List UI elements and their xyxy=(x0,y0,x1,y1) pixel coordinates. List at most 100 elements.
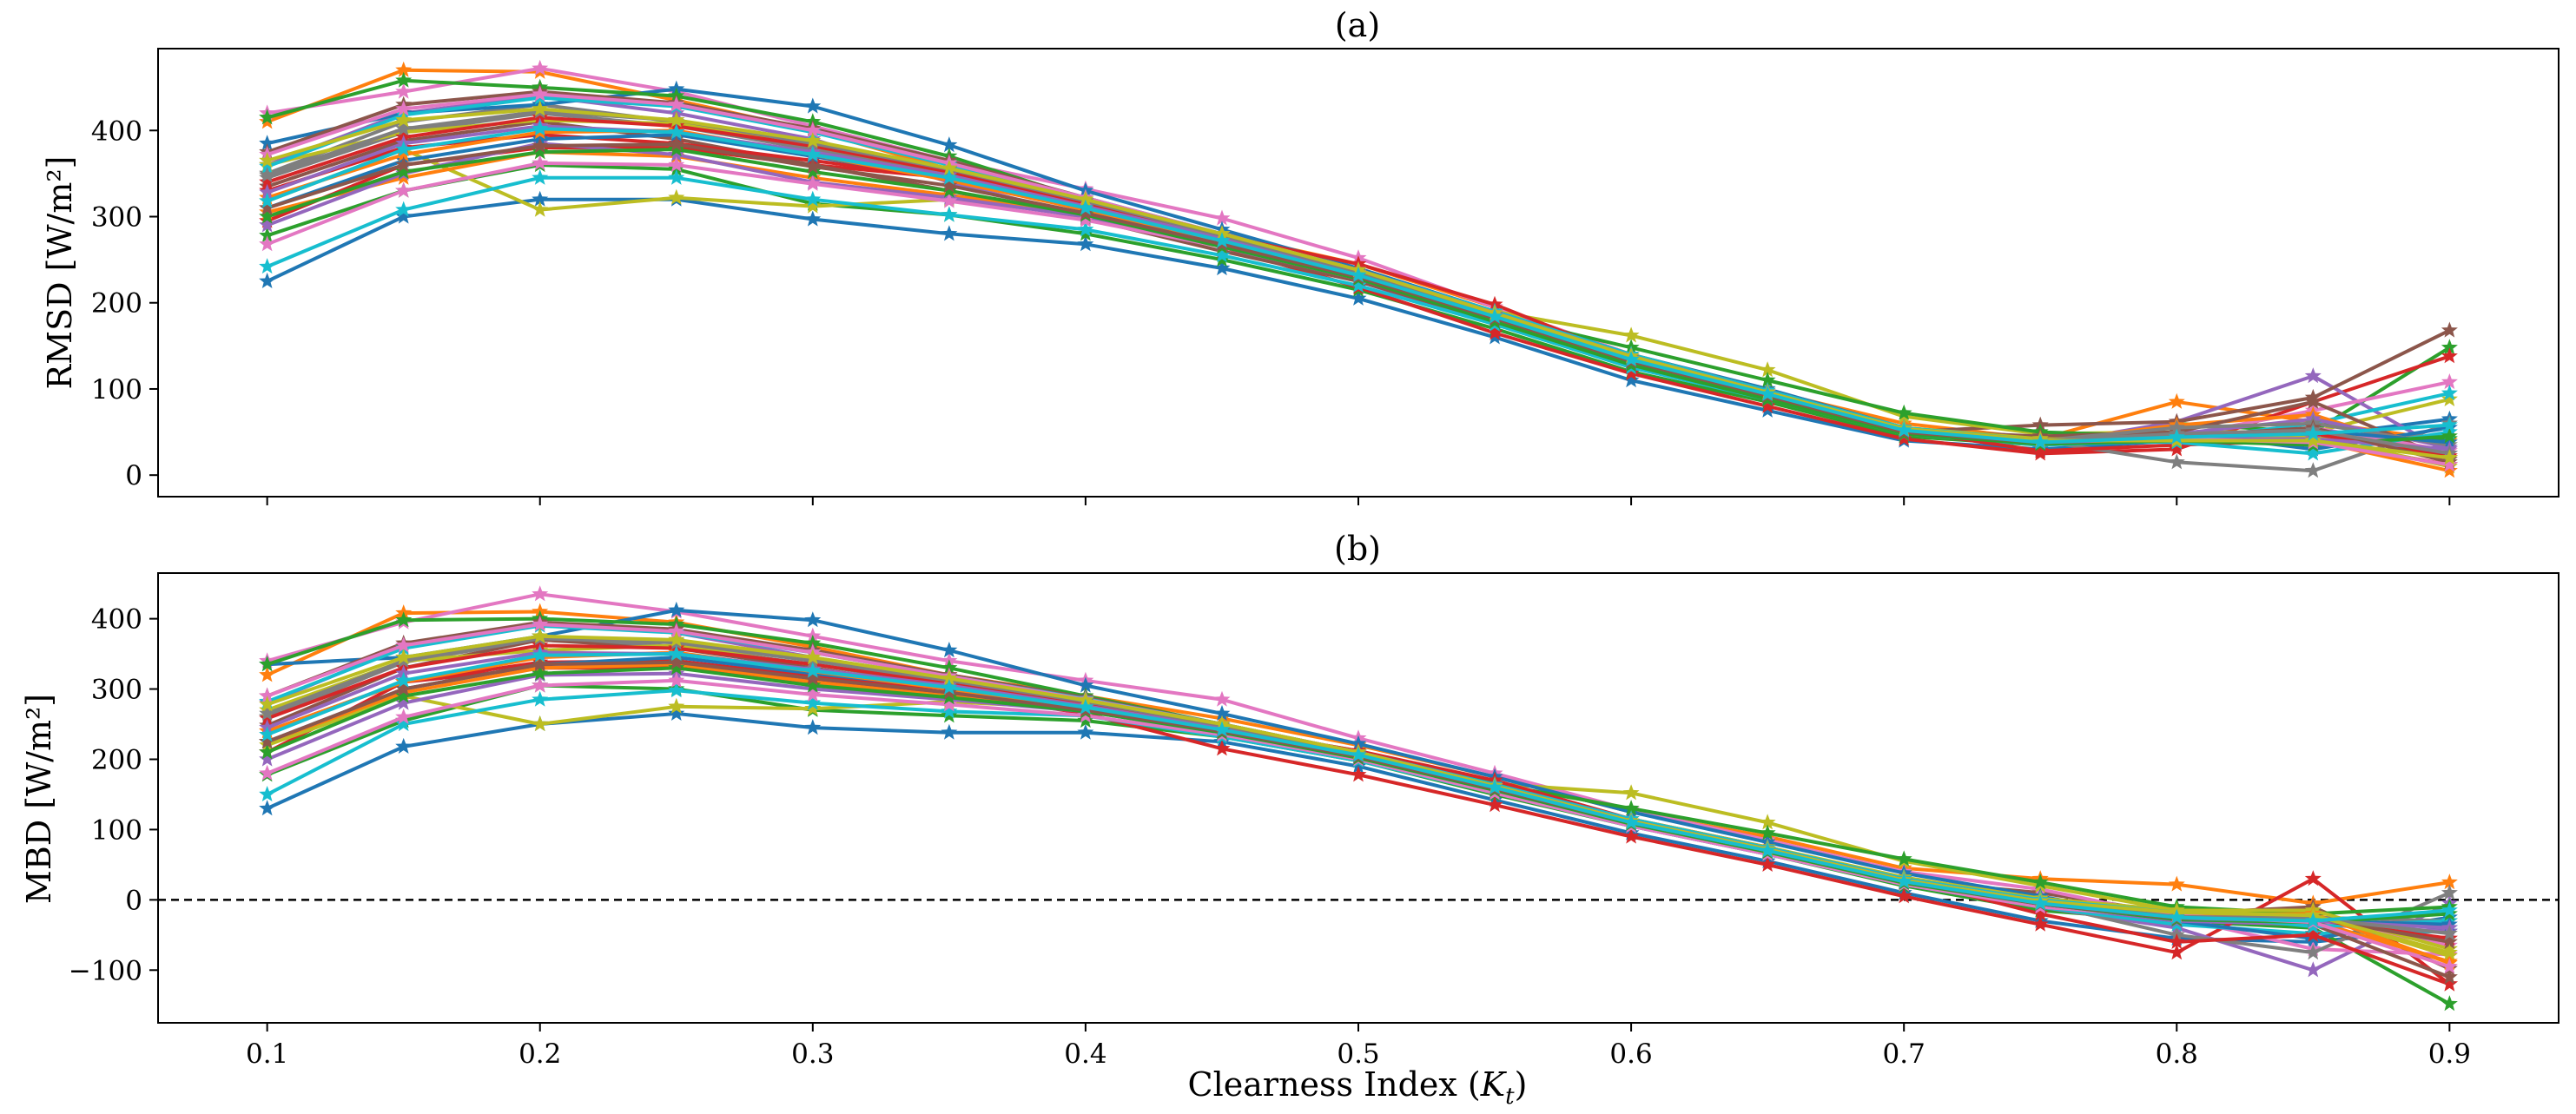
rmsd-data-point xyxy=(804,175,822,191)
mbd-data-point xyxy=(1213,740,1231,756)
mbd-y-tick-label: −100 xyxy=(69,955,142,986)
rmsd-data-point xyxy=(1895,430,1912,446)
mbd-data-point xyxy=(804,719,822,735)
mbd-data-point xyxy=(1213,704,1231,721)
rmsd-data-point xyxy=(1759,361,1776,378)
rmsd-data-point xyxy=(941,159,958,175)
rmsd-data-point xyxy=(804,197,822,214)
mbd-data-point xyxy=(941,689,958,705)
mbd-data-point xyxy=(1213,721,1231,737)
rmsd-y-axis-label: RMSD [W/m²] xyxy=(41,156,79,390)
panel-a-title: (a) xyxy=(1335,6,1380,44)
mbd-x-tick-label: 0.9 xyxy=(2428,1038,2471,1070)
rmsd-data-point xyxy=(395,208,413,224)
rmsd-data-point xyxy=(532,143,549,160)
mbd-data-point xyxy=(2304,912,2322,928)
mbd-data-point xyxy=(1759,841,1776,858)
mbd-data-point xyxy=(941,683,958,700)
mbd-data-point xyxy=(2441,975,2458,992)
rmsd-data-point xyxy=(941,136,958,153)
rmsd-data-point xyxy=(2441,339,2458,355)
rmsd-data-point xyxy=(1077,221,1094,237)
x-axis-label: Clearness Index (Kt) xyxy=(1188,1065,1528,1110)
mbd-data-point xyxy=(1622,827,1640,844)
mbd-x-ticks: 0.1 0.2 0.3 0.4 0.5 0.6 0.7 0.8 0.9 xyxy=(246,1023,2471,1070)
mbd-data-point xyxy=(532,676,549,693)
rmsd-data-point xyxy=(259,272,276,288)
mbd-data-point xyxy=(395,649,413,665)
mbd-data-point xyxy=(2441,901,2458,918)
rmsd-data-point xyxy=(532,137,549,154)
rmsd-data-point xyxy=(532,109,549,125)
mbd-y-tick-label: 100 xyxy=(91,814,142,846)
rmsd-data-point xyxy=(1622,372,1640,388)
mbd-data-point xyxy=(1622,814,1640,830)
mbd-data-point xyxy=(1077,723,1094,740)
rmsd-y-tick-label: 300 xyxy=(91,202,142,234)
mbd-x-tick-label: 0.1 xyxy=(246,1038,288,1070)
mbd-x-tick-label: 0.8 xyxy=(2156,1038,2198,1070)
mbd-x-tick-label: 0.5 xyxy=(1337,1038,1379,1070)
mbd-data-point xyxy=(1895,873,1912,889)
mbd-data-point xyxy=(2031,894,2049,911)
rmsd-data-point xyxy=(804,210,822,227)
mbd-data-point xyxy=(259,800,276,816)
mbd-data-point xyxy=(2031,915,2049,932)
rmsd-data-point xyxy=(1213,260,1231,276)
mbd-x-tick-label: 0.2 xyxy=(519,1038,561,1070)
mbd-data-point xyxy=(668,671,685,688)
rmsd-series-group xyxy=(259,59,2458,478)
rmsd-data-point xyxy=(2441,347,2458,364)
rmsd-data-point xyxy=(259,216,276,233)
rmsd-y-tick-label: 100 xyxy=(91,374,142,405)
rmsd-data-point xyxy=(941,225,958,241)
mbd-data-point xyxy=(259,704,276,721)
rmsd-data-point xyxy=(259,183,276,200)
rmsd-data-point xyxy=(804,162,822,179)
mbd-data-point xyxy=(2441,873,2458,890)
rmsd-data-point xyxy=(1486,307,1503,324)
rmsd-data-point xyxy=(395,146,413,162)
mbd-data-point xyxy=(532,646,549,662)
rmsd-data-point xyxy=(259,173,276,189)
rmsd-data-point xyxy=(941,168,958,185)
rmsd-data-point xyxy=(532,100,549,116)
rmsd-data-point xyxy=(668,146,685,162)
rmsd-data-point xyxy=(2441,384,2458,400)
mbd-data-point xyxy=(259,750,276,767)
rmsd-data-point xyxy=(804,132,822,148)
rmsd-data-point xyxy=(1077,211,1094,227)
mbd-series-s30 xyxy=(259,645,2458,928)
rmsd-data-point xyxy=(1213,209,1231,226)
rmsd-data-point xyxy=(941,192,958,208)
rmsd-data-point xyxy=(2031,433,2049,450)
rmsd-data-point xyxy=(668,123,685,140)
rmsd-data-point xyxy=(395,201,413,217)
mbd-data-point xyxy=(259,786,276,801)
mbd-x-tick-label: 0.4 xyxy=(1064,1038,1106,1070)
rmsd-data-point xyxy=(941,176,958,193)
mbd-x-tick-label: 0.6 xyxy=(1609,1038,1652,1070)
rmsd-data-point xyxy=(1213,232,1231,248)
mbd-series-group xyxy=(259,585,2458,1012)
mbd-data-point xyxy=(259,733,276,749)
rmsd-data-point xyxy=(668,141,685,157)
rmsd-data-point xyxy=(668,135,685,152)
rmsd-data-point xyxy=(1759,385,1776,401)
mbd-data-point xyxy=(941,642,958,658)
mbd-data-point xyxy=(1077,698,1094,715)
mbd-data-point xyxy=(804,686,822,702)
rmsd-data-point xyxy=(2168,392,2185,409)
mbd-data-point xyxy=(2304,961,2322,978)
mbd-y-axis-label: MBD [W/m²] xyxy=(20,694,58,904)
rmsd-data-point xyxy=(2304,425,2322,441)
rmsd-data-point xyxy=(395,71,413,88)
mbd-data-point xyxy=(2441,944,2458,960)
rmsd-y-ticks: 0 100 200 300 400 xyxy=(91,115,158,491)
mbd-data-point xyxy=(532,616,549,632)
rmsd-data-point xyxy=(395,156,413,173)
mbd-data-point xyxy=(259,726,276,742)
rmsd-data-point xyxy=(1622,326,1640,343)
rmsd-data-point xyxy=(2441,416,2458,432)
mbd-data-point xyxy=(395,611,413,628)
